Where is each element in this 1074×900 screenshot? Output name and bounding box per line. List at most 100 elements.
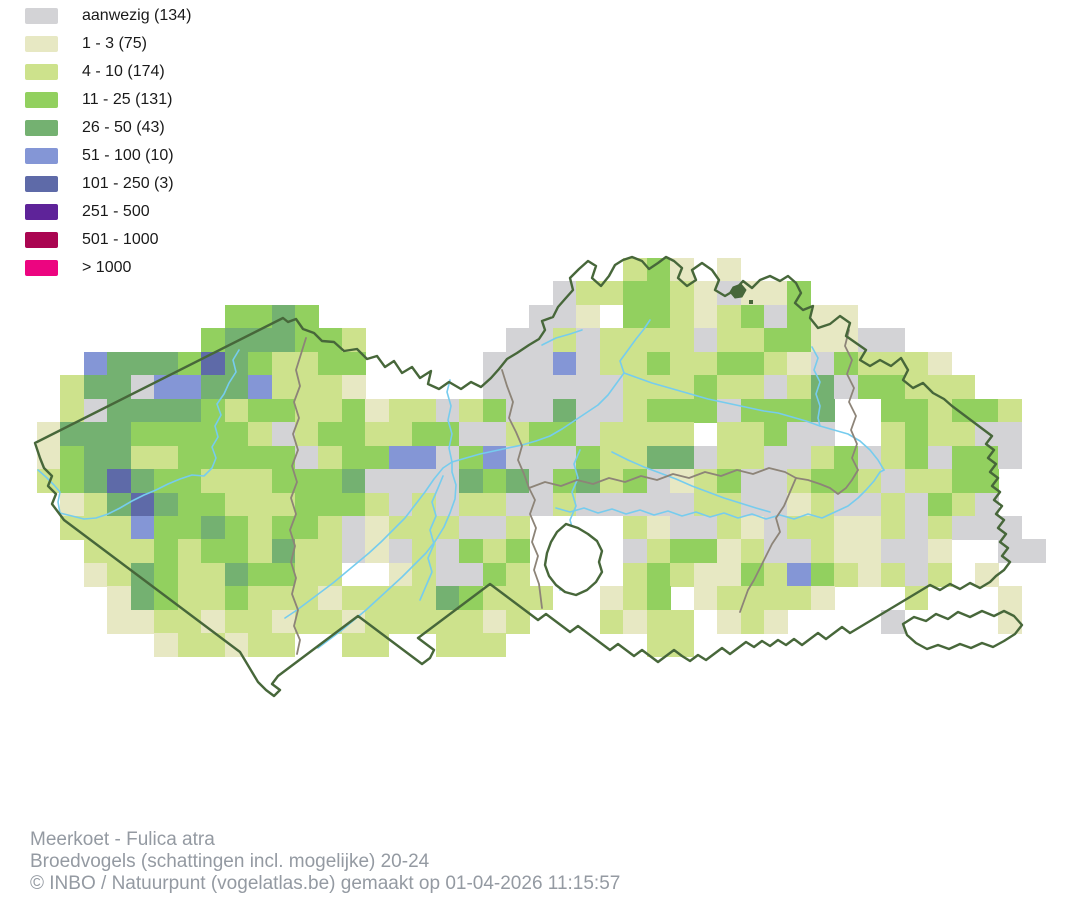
grid-cell <box>482 515 507 540</box>
grid-cell <box>717 515 741 540</box>
grid-cell <box>717 445 741 470</box>
baarle-hertog-blob <box>729 283 747 299</box>
grid-cell <box>857 515 882 540</box>
grid-cell <box>881 469 906 493</box>
grid-cell <box>154 422 179 446</box>
grid-cell <box>248 609 272 634</box>
grid-cell <box>201 492 225 517</box>
grid-cell <box>646 609 671 634</box>
grid-cell <box>177 539 202 564</box>
grid-cell <box>224 422 249 446</box>
grid-cell <box>881 328 906 353</box>
grid-cell <box>224 515 249 540</box>
grid-cell <box>576 351 601 376</box>
voeren-outline <box>901 609 1024 651</box>
grid-cell <box>623 586 648 611</box>
grid-cell <box>787 562 812 587</box>
grid-cell <box>552 492 577 517</box>
grid-cell <box>412 398 437 423</box>
grid-cell <box>248 515 272 540</box>
legend-item: 26 - 50 (43) <box>0 114 191 142</box>
grid-cell <box>623 515 648 540</box>
grid-cell <box>248 469 272 493</box>
grid-cell <box>177 515 202 540</box>
grid-cell <box>271 492 296 517</box>
grid-cell <box>646 304 671 329</box>
grid-cell <box>693 304 718 329</box>
grid-cell <box>506 609 530 634</box>
grid-cell <box>763 445 788 470</box>
grid-cell <box>951 445 976 470</box>
legend-label: > 1000 <box>82 259 132 276</box>
albert-canal <box>623 372 885 471</box>
grid-cell <box>412 586 437 611</box>
grid-cell <box>365 609 390 634</box>
grid-cell <box>693 351 718 376</box>
border-brabant-limburg <box>739 477 797 613</box>
grid-cell <box>459 398 483 423</box>
grid-cell <box>975 492 999 517</box>
river-nete <box>611 451 771 513</box>
grid-cell <box>998 586 1023 611</box>
grid-cell <box>130 375 155 400</box>
grid-cell <box>177 398 202 423</box>
grid-cell <box>154 515 179 540</box>
grid-cell <box>529 469 554 493</box>
grid-cell <box>482 539 507 564</box>
grid-cell <box>646 562 671 587</box>
grid-cell <box>599 469 624 493</box>
grid-cell <box>717 375 741 400</box>
grid-cell <box>506 515 530 540</box>
grid-cell <box>435 422 460 446</box>
grid-cell <box>740 609 765 634</box>
grid-cell <box>459 469 483 493</box>
grid-cell <box>763 398 788 423</box>
grid-cell <box>670 445 694 470</box>
grid-cell <box>224 445 249 470</box>
grid-cell <box>107 469 132 493</box>
grid-cell <box>763 515 788 540</box>
grid-cell <box>599 422 624 446</box>
grid-cell <box>904 398 929 423</box>
grid-cell <box>646 398 671 423</box>
grid-cell <box>271 633 296 658</box>
grid-cell <box>388 609 413 634</box>
grid-cell <box>763 609 788 634</box>
grid-cell <box>318 609 343 634</box>
grid-cell <box>763 469 788 493</box>
grid-cell <box>904 351 929 376</box>
river-schelde-antwerp <box>451 319 651 463</box>
grid-cell <box>201 375 225 400</box>
grid-cell <box>388 445 413 470</box>
grid-cell <box>881 492 906 517</box>
grid-cell <box>834 351 859 376</box>
grid-cell <box>201 422 225 446</box>
grid-cell <box>341 375 366 400</box>
grid-cell <box>107 422 132 446</box>
grid-cell <box>529 445 554 470</box>
grid-cell <box>810 586 835 611</box>
grid-cell <box>529 375 554 400</box>
legend-item: 11 - 25 (131) <box>0 86 191 114</box>
grid-cell <box>810 515 835 540</box>
grid-cell <box>881 562 906 587</box>
grid-cell <box>881 422 906 446</box>
legend-swatch <box>25 120 58 136</box>
grid-cell <box>365 633 390 658</box>
grid-cell <box>693 469 718 493</box>
grid-cell <box>248 562 272 587</box>
grid-cell <box>60 469 85 493</box>
grid-cell <box>787 304 812 329</box>
grid-cell <box>904 492 929 517</box>
grid-cell <box>552 304 577 329</box>
grid-cell <box>623 258 648 282</box>
legend-item: 101 - 250 (3) <box>0 170 191 198</box>
grid-cell <box>881 375 906 400</box>
border-antwerp-limburg <box>795 329 859 495</box>
province-borders <box>289 329 859 655</box>
grid-cell <box>482 633 507 658</box>
grid-cell <box>763 375 788 400</box>
grid-cell <box>482 469 507 493</box>
grid-cell <box>294 398 319 423</box>
grid-cell <box>435 515 460 540</box>
